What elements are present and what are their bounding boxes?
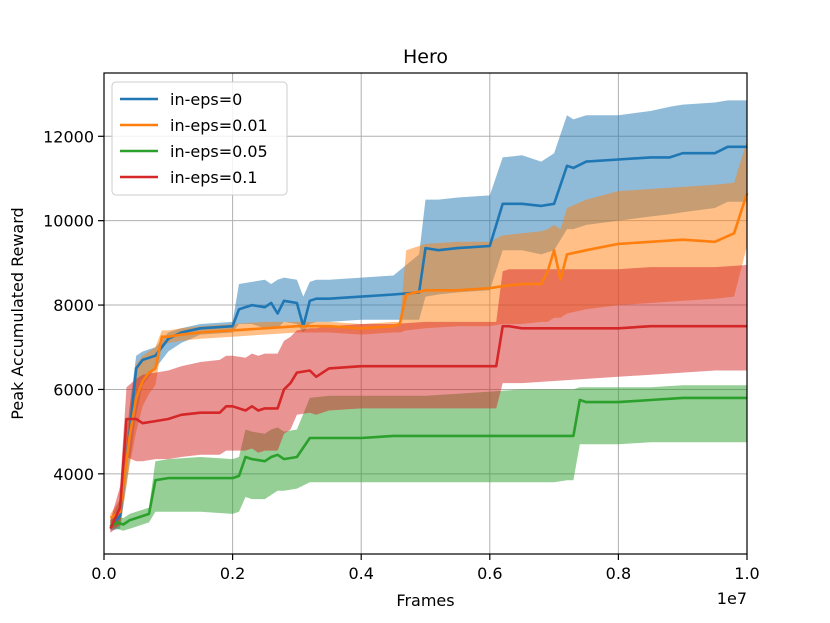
chart-title: Hero [403, 46, 448, 68]
line-series-3 [109, 324, 747, 530]
band-series-3 [110, 265, 747, 533]
line-series-0 [109, 145, 747, 528]
band-series-1 [110, 140, 747, 527]
legend-label-0: in-eps=0 [170, 90, 242, 109]
x-axis-ticks: 0.0 0.2 0.4 0.6 0.8 1.0 [91, 554, 760, 583]
line-series-1 [109, 192, 749, 520]
plot-frame [103, 72, 748, 555]
legend-label-3: in-eps=0.1 [170, 168, 258, 187]
x-axis-label: Frames [396, 591, 454, 610]
y-tick-label-0: 4000 [53, 465, 94, 484]
legend-label-1: in-eps=0.01 [170, 116, 268, 135]
y-tick-label-4: 12000 [43, 127, 94, 146]
y-tick-label-1: 6000 [53, 380, 94, 399]
y-axis-ticks: 4000 6000 8000 10000 12000 [43, 127, 104, 484]
band-series-2 [110, 385, 747, 531]
legend-box [111, 81, 288, 196]
y-tick-label-3: 10000 [43, 212, 94, 231]
x-axis-offset-label: 1e7 [717, 589, 747, 608]
line-series-2 [109, 396, 747, 528]
legend-label-2: in-eps=0.05 [170, 142, 268, 161]
x-tick-label-3: 0.6 [477, 564, 502, 583]
x-tick-label-1: 0.2 [220, 564, 245, 583]
legend: in-eps=0 in-eps=0.01 in-eps=0.05 in-eps=0.1 [111, 81, 288, 196]
x-tick-label-4: 0.8 [606, 564, 631, 583]
x-tick-label-0: 0.0 [91, 564, 116, 583]
x-tick-label-2: 0.4 [348, 564, 373, 583]
series-lines [109, 145, 749, 530]
x-tick-label-5: 1.0 [734, 564, 759, 583]
y-axis-label: Peak Accumulated Reward [8, 207, 27, 419]
y-tick-label-2: 8000 [53, 296, 94, 315]
confidence-bands [110, 100, 747, 533]
